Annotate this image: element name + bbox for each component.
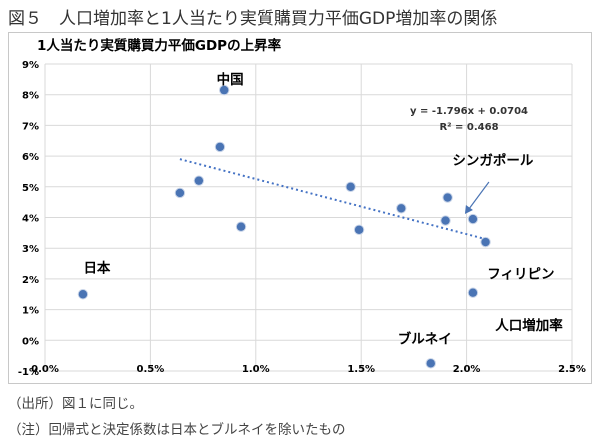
- point-marker: [468, 214, 478, 224]
- data-point: [174, 187, 186, 199]
- y-tick-label: 0%: [22, 336, 39, 347]
- comment-note: （注）回帰式と決定係数は日本とブルネイを除いたもの: [8, 422, 346, 438]
- trendline: [179, 158, 486, 241]
- data-point: [235, 221, 247, 232]
- point-label: 日本: [83, 259, 110, 276]
- r-squared: R² = 0.468: [439, 122, 498, 133]
- point-marker: [354, 225, 364, 234]
- singapore-arrow: [464, 181, 490, 215]
- arrow-head: [464, 205, 473, 215]
- x-tick-label: 0.0%: [31, 364, 59, 375]
- x-tick-label: 2.0%: [453, 364, 481, 375]
- y-tick-label: 1%: [22, 306, 39, 317]
- x-tick-label: 2.5%: [558, 364, 586, 375]
- gridlines: [44, 63, 573, 372]
- arrow-shaft: [468, 181, 490, 210]
- y-tick-label: 7%: [22, 121, 39, 132]
- y-tick-label: 9%: [22, 60, 39, 71]
- y-tick-label: 2%: [22, 275, 39, 286]
- point-marker: [78, 290, 88, 299]
- tick-labels: -1% 0% 1% 2% 3% 4% 5% 6% 7% 8% 9% 0.0% 0.5% 1.0% 1.5% 2…: [18, 60, 586, 378]
- chart-frame: -1% 0% 1% 2% 3% 4% 5% 6% 7% 8% 9% 0.0% 0.5% 1.0% 1.5% 2…: [8, 32, 592, 384]
- data-point: [440, 215, 451, 226]
- point-marker: [481, 237, 490, 247]
- data-point: [467, 213, 479, 225]
- point-marker: [215, 142, 225, 152]
- point-marker: [346, 182, 355, 191]
- data-point: [467, 287, 479, 298]
- x-tick-label: 1.0%: [242, 364, 270, 375]
- y-tick-label: 4%: [22, 214, 39, 225]
- data-point: [77, 289, 89, 300]
- point-marker: [397, 204, 406, 213]
- x-axis-label: 人口増加率: [495, 317, 563, 334]
- point-label: シンガポール: [452, 152, 533, 169]
- y-tick-label: 5%: [22, 183, 39, 194]
- data-point: [345, 181, 356, 192]
- point-marker: [468, 288, 478, 297]
- point-label: 中国: [217, 71, 244, 88]
- data-point: [353, 224, 365, 235]
- x-tick-label: 1.5%: [347, 364, 375, 375]
- data-point: [214, 141, 226, 153]
- point-label: フィリピン: [487, 267, 554, 283]
- data-point: [193, 175, 205, 186]
- y-tick-label: 6%: [22, 152, 39, 163]
- y-tick-label: 3%: [22, 244, 39, 255]
- point-marker: [426, 359, 435, 368]
- y-tick-label: 8%: [22, 91, 39, 102]
- point-marker: [175, 188, 185, 198]
- data-point: [396, 203, 407, 214]
- chart-title: 1人当たり実質購買力平価GDPの上昇率: [37, 37, 282, 54]
- data-point: [218, 84, 230, 96]
- point-marker: [219, 85, 229, 95]
- point-marker: [194, 176, 204, 185]
- point-marker: [236, 222, 246, 231]
- data-point: [480, 236, 491, 248]
- data-point: [425, 358, 436, 369]
- x-tick-label: 0.5%: [137, 364, 165, 375]
- point-marker: [443, 193, 452, 202]
- point-marker: [441, 216, 450, 225]
- data-point: [442, 192, 453, 203]
- figure-title: 図５ 人口増加率と1人当たり実質購買力平価GDP増加率の関係: [8, 9, 498, 29]
- y-tick-label: -1%: [18, 367, 39, 378]
- source-note: （出所）図１に同じ。: [8, 396, 143, 412]
- point-label: ブルネイ: [398, 330, 452, 347]
- regression-equation: y = -1.796x + 0.0704: [410, 106, 528, 117]
- scatter-chart: -1% 0% 1% 2% 3% 4% 5% 6% 7% 8% 9% 0.0% 0.5% 1.0% 1.5% 2…: [18, 37, 586, 378]
